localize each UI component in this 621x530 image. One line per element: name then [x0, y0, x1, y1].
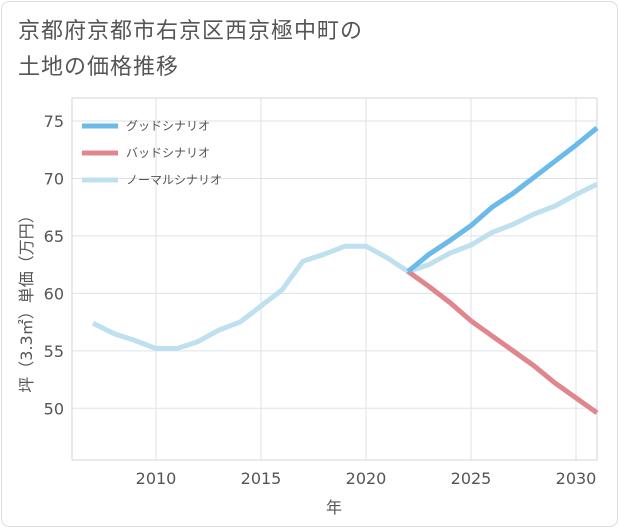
- x-tick-label: 2030: [556, 469, 597, 488]
- y-tick-label: 55: [44, 342, 64, 361]
- y-tick-label: 65: [44, 227, 64, 246]
- legend-item-normal: ノーマルシナリオ: [82, 173, 222, 187]
- y-axis-title: 坪（3.3㎡）単価（万円）: [17, 207, 36, 392]
- legend-label: グッドシナリオ: [126, 119, 210, 133]
- legend-label: ノーマルシナリオ: [126, 173, 222, 187]
- legend-item-good: グッドシナリオ: [82, 119, 210, 133]
- x-tick-label: 2010: [136, 469, 177, 488]
- y-tick-label: 50: [44, 399, 64, 418]
- y-tick-label: 60: [44, 284, 64, 303]
- y-tick-label: 75: [44, 112, 64, 131]
- x-tick-label: 2025: [451, 469, 492, 488]
- good-scenario-line: [406, 125, 599, 274]
- x-tick-label: 2015: [241, 469, 282, 488]
- normal-scenario-line: [91, 181, 599, 351]
- legend-label: バッドシナリオ: [126, 146, 210, 160]
- chart-title: 京都府京都市右京区西京極中町の 土地の価格推移: [18, 14, 363, 86]
- chart-title-line-2: 土地の価格推移: [18, 55, 180, 80]
- y-tick-label: 70: [44, 169, 64, 188]
- x-tick-label: 2020: [346, 469, 387, 488]
- legend-item-bad: バッドシナリオ: [82, 146, 210, 160]
- plot-area-border: [71, 97, 598, 461]
- bad-scenario-line: [406, 269, 599, 415]
- series-layer: [91, 125, 599, 415]
- chart-title-line-1: 京都府京都市右京区西京極中町の: [18, 19, 364, 44]
- tick-labels: 2010 2015 2020 2025 2030 50 55 60 65 70 75: [44, 112, 597, 488]
- x-axis-title: 年: [326, 498, 342, 517]
